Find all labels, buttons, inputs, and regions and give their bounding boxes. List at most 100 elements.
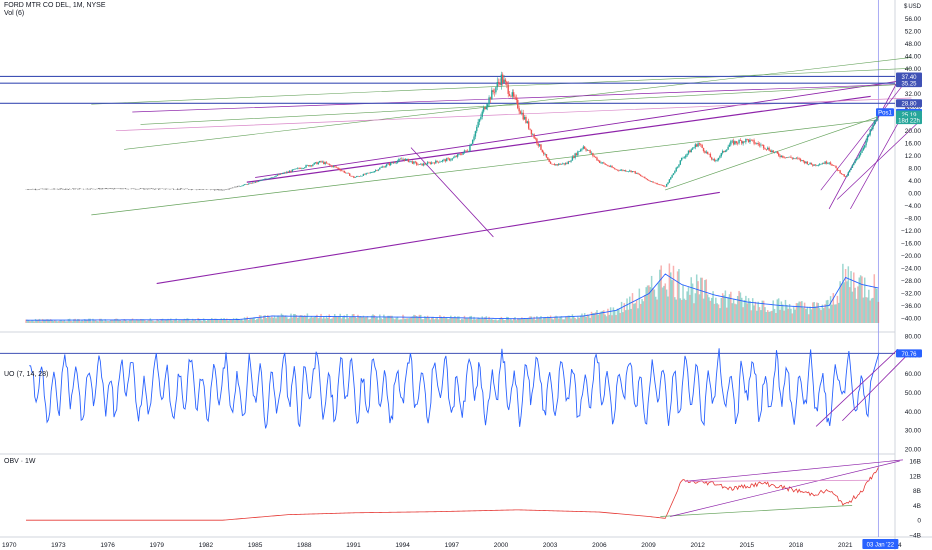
- volume-bar: [450, 315, 452, 323]
- obv-line[interactable]: [26, 467, 879, 521]
- candle-body: [477, 121, 479, 128]
- uo-tick-label: 40.00: [905, 409, 922, 416]
- volume-bar: [145, 321, 147, 323]
- trend-line[interactable]: [828, 74, 902, 210]
- candle-body: [351, 175, 354, 177]
- volume-bar: [368, 319, 370, 323]
- volume-bar: [123, 319, 126, 323]
- candle-body: [671, 175, 673, 178]
- volume-bar: [389, 315, 392, 323]
- uo-trend-line[interactable]: [842, 350, 912, 422]
- volume-bar: [630, 308, 632, 323]
- obv-legend[interactable]: OBV · 1W: [4, 458, 36, 465]
- trend-line[interactable]: [156, 191, 720, 285]
- volume-bar: [124, 319, 127, 323]
- candle-body: [717, 157, 720, 160]
- volume-legend[interactable]: Vol (6): [4, 10, 25, 17]
- obv-trend-line[interactable]: [684, 459, 904, 482]
- candle-body: [426, 162, 429, 165]
- candle-body: [327, 163, 329, 165]
- volume-bar: [276, 315, 279, 323]
- candle-body: [253, 182, 255, 184]
- candle-body: [588, 150, 590, 151]
- volume-bar: [323, 316, 325, 323]
- candle-body: [553, 164, 556, 166]
- volume-bar: [180, 319, 183, 323]
- candle-body: [563, 163, 565, 165]
- volume-bar: [773, 308, 776, 323]
- volume-bar: [49, 319, 52, 323]
- trend-line[interactable]: [820, 86, 902, 191]
- volume-bar: [428, 317, 430, 323]
- price-tick-label: −24.00: [901, 265, 921, 272]
- candle-body: [589, 150, 591, 154]
- volume-bar: [314, 316, 317, 323]
- trend-line[interactable]: [140, 83, 912, 125]
- volume-bar: [772, 300, 774, 323]
- volume-bar: [252, 318, 254, 323]
- uo-trend-line[interactable]: [815, 348, 899, 427]
- candle-body: [321, 161, 324, 163]
- uo-line[interactable]: [29, 348, 880, 429]
- volume-bar: [432, 316, 434, 323]
- candle-body: [347, 172, 350, 174]
- candle-body: [336, 167, 339, 169]
- candle-body: [549, 161, 552, 164]
- uo-legend[interactable]: UO (7, 14, 28): [4, 371, 49, 378]
- price-pane[interactable]: [0, 57, 920, 285]
- volume-bar: [144, 319, 146, 323]
- candle-body: [358, 176, 361, 177]
- volume-bar: [631, 293, 634, 323]
- candle-body: [872, 125, 874, 129]
- obv-pane[interactable]: [26, 459, 904, 521]
- volume-bar: [318, 317, 321, 323]
- volume-bar: [838, 302, 840, 323]
- volume-bar: [221, 319, 224, 323]
- volume-bar: [333, 314, 336, 323]
- candle-body: [437, 161, 440, 163]
- candle-body: [866, 135, 869, 141]
- symbol-title[interactable]: FORD MTR CO DEL, 1M, NYSE: [4, 2, 106, 9]
- candle-body: [294, 168, 296, 170]
- volume-bar: [89, 318, 91, 323]
- uo-tick-label: 50.00: [905, 390, 922, 397]
- trend-line[interactable]: [664, 116, 879, 191]
- candle-body: [862, 147, 865, 150]
- candle-body: [873, 121, 875, 126]
- candle-body: [614, 168, 616, 170]
- volume-bar: [250, 318, 253, 323]
- volume-bar: [728, 294, 731, 323]
- volume-bar: [282, 314, 284, 323]
- candle-body: [558, 163, 560, 165]
- volume-bar: [331, 318, 333, 323]
- trend-line[interactable]: [410, 147, 494, 238]
- trend-line[interactable]: [837, 121, 920, 200]
- volume-bar: [92, 318, 94, 323]
- candle-body: [566, 163, 568, 164]
- candle-body: [818, 164, 821, 166]
- trend-line[interactable]: [255, 78, 912, 178]
- obv-trend-line[interactable]: [670, 460, 900, 517]
- candle-body: [413, 161, 415, 164]
- candle-body: [480, 116, 482, 120]
- volume-bar: [771, 310, 773, 323]
- volume-bar: [817, 303, 820, 323]
- volume-bar: [720, 297, 723, 323]
- trend-line[interactable]: [246, 95, 871, 183]
- volume-bar: [465, 317, 467, 323]
- uo-pane[interactable]: [0, 348, 912, 429]
- obv-trend-line[interactable]: [660, 505, 853, 517]
- volume-bar: [869, 300, 871, 323]
- volume-bar: [727, 297, 729, 323]
- candle-body: [864, 145, 866, 148]
- volume-bar: [316, 314, 318, 323]
- trend-line[interactable]: [91, 119, 879, 216]
- candle-body: [339, 169, 341, 171]
- volume-bar: [702, 298, 705, 323]
- trend-line[interactable]: [132, 83, 912, 113]
- time-tick-label: 1970: [2, 542, 17, 549]
- candle-body: [502, 74, 504, 83]
- position-tag[interactable]: [876, 108, 894, 117]
- obv-trend-line[interactable]: [684, 479, 871, 482]
